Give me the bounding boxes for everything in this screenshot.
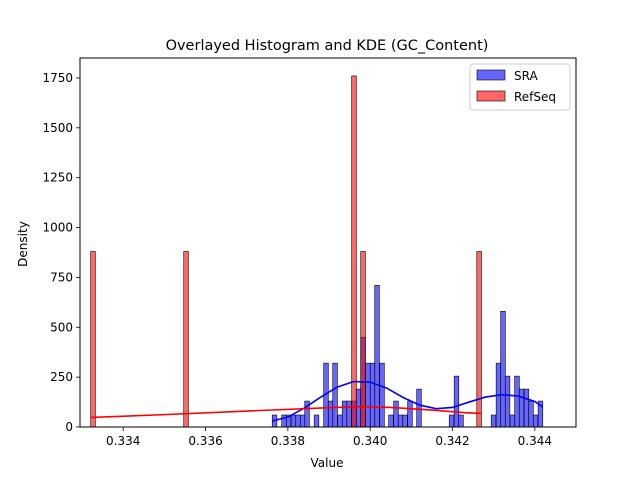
refseq-bars: [90, 75, 482, 428]
y-tick-label: 1250: [42, 171, 73, 185]
refseq-kde-line: [90, 405, 482, 419]
y-tick-label: 500: [50, 320, 73, 334]
sra-bar: [290, 414, 297, 428]
plot-frame: [79, 57, 577, 428]
sra-bar: [448, 414, 455, 428]
legend-swatch-sra: [476, 69, 506, 81]
legend-swatch-refseq: [476, 90, 506, 102]
x-tick-label: 0.342: [435, 434, 469, 448]
legend-label-refseq: RefSeq: [514, 90, 556, 104]
refseq-bar: [183, 251, 189, 428]
legend-label-sra: SRA: [514, 69, 538, 83]
sra-bar: [341, 400, 348, 428]
sra-bars: [271, 285, 544, 428]
sra-kde-line: [272, 380, 544, 422]
sra-bar: [337, 414, 343, 428]
sra-bar: [379, 362, 385, 428]
x-tick-label: 0.334: [106, 434, 140, 448]
sra-bar: [528, 400, 534, 428]
y-tick-label: 750: [50, 270, 73, 284]
sra-bar: [393, 400, 399, 428]
x-tick-label: 0.340: [353, 434, 387, 448]
y-axis-label: Density: [16, 221, 30, 267]
refseq-bar: [90, 251, 96, 428]
sra-bar: [416, 388, 422, 428]
sra-bar: [518, 388, 525, 428]
sra-bar: [509, 414, 516, 428]
sra-bar: [295, 414, 301, 428]
sra-bar: [374, 285, 380, 428]
sra-bar: [523, 388, 530, 428]
x-axis-label: Value: [311, 456, 344, 470]
sra-bar: [532, 414, 539, 428]
x-tick-label: 0.344: [518, 434, 552, 448]
sra-bar: [402, 414, 408, 428]
sra-bar: [504, 375, 511, 428]
y-tick-label: 1750: [42, 71, 73, 85]
y-tick-label: 250: [50, 370, 73, 384]
y-ticks: 0 250 500 750 1000 1250 1500 1750: [42, 71, 80, 434]
sra-bar: [332, 362, 338, 428]
sra-bar: [407, 400, 413, 428]
sra-bar: [514, 375, 520, 428]
y-tick-label: 1500: [42, 121, 73, 135]
y-tick-label: 0: [65, 420, 73, 434]
sra-bar: [313, 414, 320, 428]
sra-bar: [355, 388, 362, 428]
refseq-bar: [360, 251, 366, 428]
sra-bar: [369, 362, 376, 428]
x-ticks: 0.334 0.336 0.338 0.340 0.342 0.344: [106, 427, 552, 448]
sra-bar: [327, 400, 334, 428]
chart-title: Overlayed Histogram and KDE (GC_Content): [166, 38, 489, 54]
legend: SRA RefSeq: [469, 63, 571, 111]
x-tick-label: 0.338: [271, 434, 305, 448]
sra-bar: [365, 362, 371, 428]
sra-bar: [299, 414, 306, 428]
refseq-bar: [476, 251, 482, 428]
sra-bar: [388, 414, 394, 428]
sra-bar: [346, 400, 352, 428]
kde-lines: [90, 380, 544, 422]
sra-bar: [490, 414, 497, 428]
refseq-bar: [351, 75, 357, 428]
y-tick-label: 1000: [42, 221, 73, 235]
sra-bar: [397, 414, 404, 428]
x-tick-label: 0.336: [188, 434, 222, 448]
sra-bar: [453, 375, 460, 428]
sra-bar: [458, 414, 464, 428]
sra-bar: [500, 311, 506, 428]
